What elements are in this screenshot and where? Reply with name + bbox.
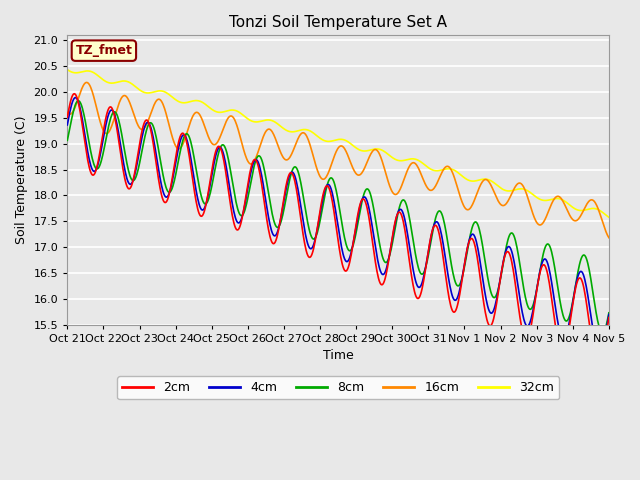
32cm	[74, 70, 81, 76]
32cm	[404, 156, 412, 162]
16cm	[213, 140, 221, 145]
16cm	[605, 235, 612, 240]
4cm	[404, 238, 412, 243]
2cm	[420, 274, 428, 279]
16cm	[420, 179, 428, 185]
2cm	[63, 114, 71, 120]
16cm	[404, 165, 412, 171]
Line: 2cm: 2cm	[67, 94, 609, 367]
4cm	[63, 122, 71, 128]
4cm	[596, 349, 604, 355]
8cm	[598, 330, 606, 336]
16cm	[185, 124, 193, 130]
2cm	[185, 149, 193, 155]
8cm	[185, 133, 193, 139]
8cm	[605, 310, 612, 316]
Title: Tonzi Soil Temperature Set A: Tonzi Soil Temperature Set A	[229, 15, 447, 30]
Y-axis label: Soil Temperature (C): Soil Temperature (C)	[15, 116, 28, 244]
4cm	[130, 176, 138, 182]
16cm	[74, 99, 81, 105]
2cm	[130, 175, 138, 181]
8cm	[63, 137, 71, 143]
Line: 4cm: 4cm	[67, 97, 609, 352]
Line: 8cm: 8cm	[67, 101, 609, 333]
32cm	[129, 82, 137, 87]
16cm	[130, 111, 138, 117]
2cm	[404, 252, 412, 258]
Legend: 2cm, 4cm, 8cm, 16cm, 32cm: 2cm, 4cm, 8cm, 16cm, 32cm	[117, 376, 559, 399]
16cm	[63, 109, 71, 115]
8cm	[404, 210, 412, 216]
32cm	[212, 109, 220, 115]
2cm	[595, 364, 602, 370]
4cm	[420, 271, 428, 276]
2cm	[74, 98, 82, 104]
32cm	[420, 161, 428, 167]
2cm	[605, 314, 612, 320]
4cm	[74, 98, 82, 104]
4cm	[185, 144, 193, 149]
32cm	[63, 67, 71, 72]
Text: TZ_fmet: TZ_fmet	[76, 44, 132, 57]
X-axis label: Time: Time	[323, 349, 353, 362]
8cm	[420, 268, 428, 274]
4cm	[605, 312, 612, 317]
Line: 16cm: 16cm	[67, 83, 609, 238]
32cm	[184, 99, 192, 105]
32cm	[605, 215, 612, 220]
2cm	[70, 91, 78, 96]
8cm	[75, 98, 83, 104]
2cm	[213, 145, 221, 151]
4cm	[213, 148, 221, 154]
Line: 32cm: 32cm	[67, 70, 609, 217]
16cm	[83, 80, 91, 85]
4cm	[72, 95, 79, 100]
8cm	[213, 156, 221, 161]
8cm	[130, 178, 138, 183]
8cm	[74, 98, 81, 104]
